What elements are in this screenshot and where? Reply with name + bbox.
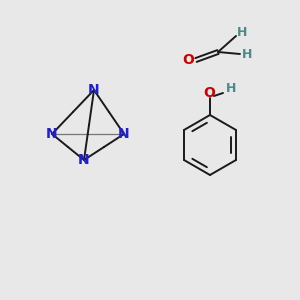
Text: O: O bbox=[203, 86, 215, 100]
Text: O: O bbox=[182, 53, 194, 67]
Text: N: N bbox=[118, 127, 130, 141]
Text: H: H bbox=[226, 82, 236, 95]
Text: N: N bbox=[78, 153, 90, 167]
Text: N: N bbox=[46, 127, 58, 141]
Text: H: H bbox=[237, 26, 247, 38]
Text: N: N bbox=[88, 83, 100, 97]
Text: H: H bbox=[242, 47, 252, 61]
